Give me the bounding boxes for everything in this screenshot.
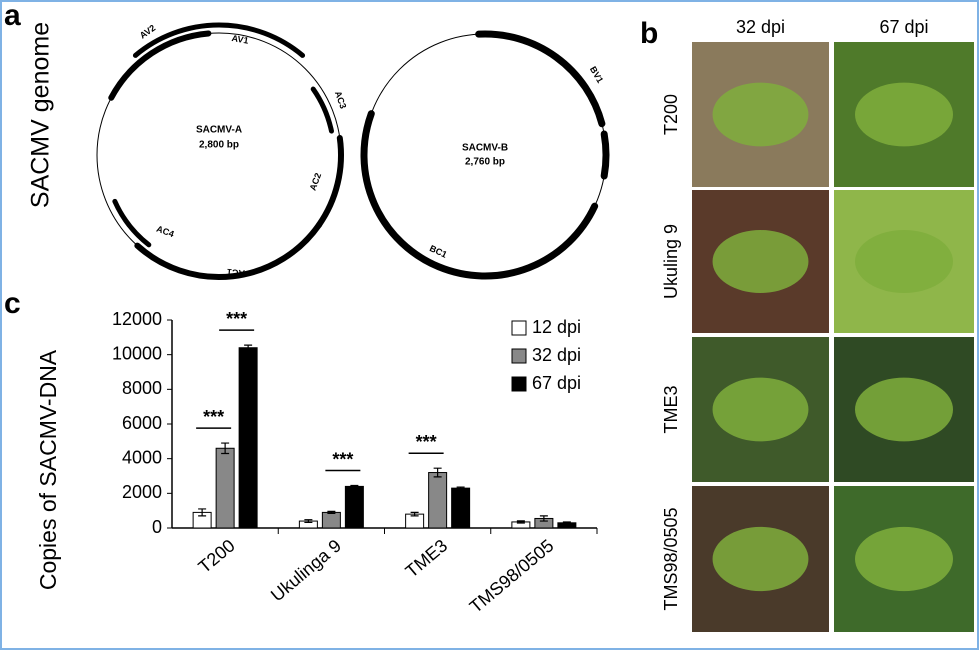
- row-label: T200: [661, 94, 681, 135]
- leaf: [712, 377, 809, 442]
- gene-label: AC1: [227, 267, 246, 279]
- y-tick-label: 10000: [112, 343, 162, 363]
- y-tick-label: 0: [152, 517, 162, 537]
- gene-arc: [600, 130, 610, 180]
- map-size: 2,760 bp: [465, 157, 505, 168]
- y-tick-label: 8000: [122, 378, 162, 398]
- photo-grid: 32 dpi 67 dpi T200 Ukuling 9 TME3 TMS98/0505: [661, 17, 974, 632]
- error-bar: [244, 344, 253, 351]
- panel-label: a: [4, 0, 21, 32]
- bar: [238, 347, 258, 529]
- map-name: SACMV-A: [196, 125, 242, 136]
- panel-label: b: [640, 17, 658, 50]
- y-tick-label: 6000: [122, 413, 162, 433]
- leaf: [712, 526, 809, 592]
- legend-swatch: [511, 376, 527, 392]
- gene-arc: [475, 30, 606, 128]
- error-bar: [221, 442, 230, 455]
- map-name: SACMV-B: [462, 143, 508, 154]
- row-label: Ukuling 9: [661, 224, 681, 299]
- gene-arc: [112, 198, 152, 248]
- significance-label: ***: [226, 309, 247, 329]
- error-bar: [456, 486, 465, 490]
- gene-arc: [134, 221, 322, 280]
- row-label: TME3: [661, 385, 681, 433]
- bar: [451, 487, 471, 529]
- column-label: 67 dpi: [879, 17, 928, 37]
- gene-arc: [315, 135, 344, 228]
- bar: [321, 511, 341, 529]
- error-bar: [433, 467, 442, 478]
- column-label: 32 dpi: [736, 17, 785, 37]
- row-label: TMS98/0505: [661, 507, 681, 610]
- gene-arc: [310, 86, 334, 134]
- bar: [344, 485, 364, 529]
- y-tick-label: 12000: [112, 309, 162, 329]
- gene-arc: [360, 110, 599, 280]
- gene-arc: [132, 22, 306, 58]
- genome-maps: [96, 22, 610, 280]
- bar: [428, 472, 448, 529]
- y-axis-label: Copies of SACMV-DNA: [35, 349, 61, 590]
- legend-label: 12 dpi: [532, 317, 581, 337]
- gene-arc: [108, 30, 212, 101]
- error-bar: [198, 508, 207, 517]
- leaf: [855, 82, 953, 147]
- legend-swatch: [511, 320, 527, 336]
- legend-swatch: [511, 348, 527, 364]
- panel-label: c: [4, 287, 21, 320]
- significance-label: ***: [416, 432, 437, 452]
- bar: [215, 447, 235, 529]
- leaf: [712, 82, 809, 147]
- error-bar: [304, 519, 313, 524]
- map-size: 2,800 bp: [199, 140, 239, 151]
- significance-label: ***: [332, 449, 353, 469]
- y-tick-label: 4000: [122, 447, 162, 467]
- legend-label: 67 dpi: [532, 373, 581, 393]
- significance-label: ***: [203, 407, 224, 427]
- error-bar: [327, 510, 336, 515]
- error-bar: [562, 521, 571, 525]
- error-bar: [350, 484, 359, 488]
- error-bar: [539, 515, 548, 522]
- panel-title: SACMV genome: [27, 22, 55, 208]
- leaf: [712, 230, 809, 293]
- error-bar: [516, 520, 525, 524]
- gene-label: AV1: [231, 33, 249, 46]
- leaf: [855, 230, 953, 293]
- error-bar: [410, 511, 419, 517]
- leaf: [855, 526, 953, 592]
- legend-label: 32 dpi: [532, 345, 581, 365]
- y-tick-label: 2000: [122, 482, 162, 502]
- leaf: [855, 377, 953, 442]
